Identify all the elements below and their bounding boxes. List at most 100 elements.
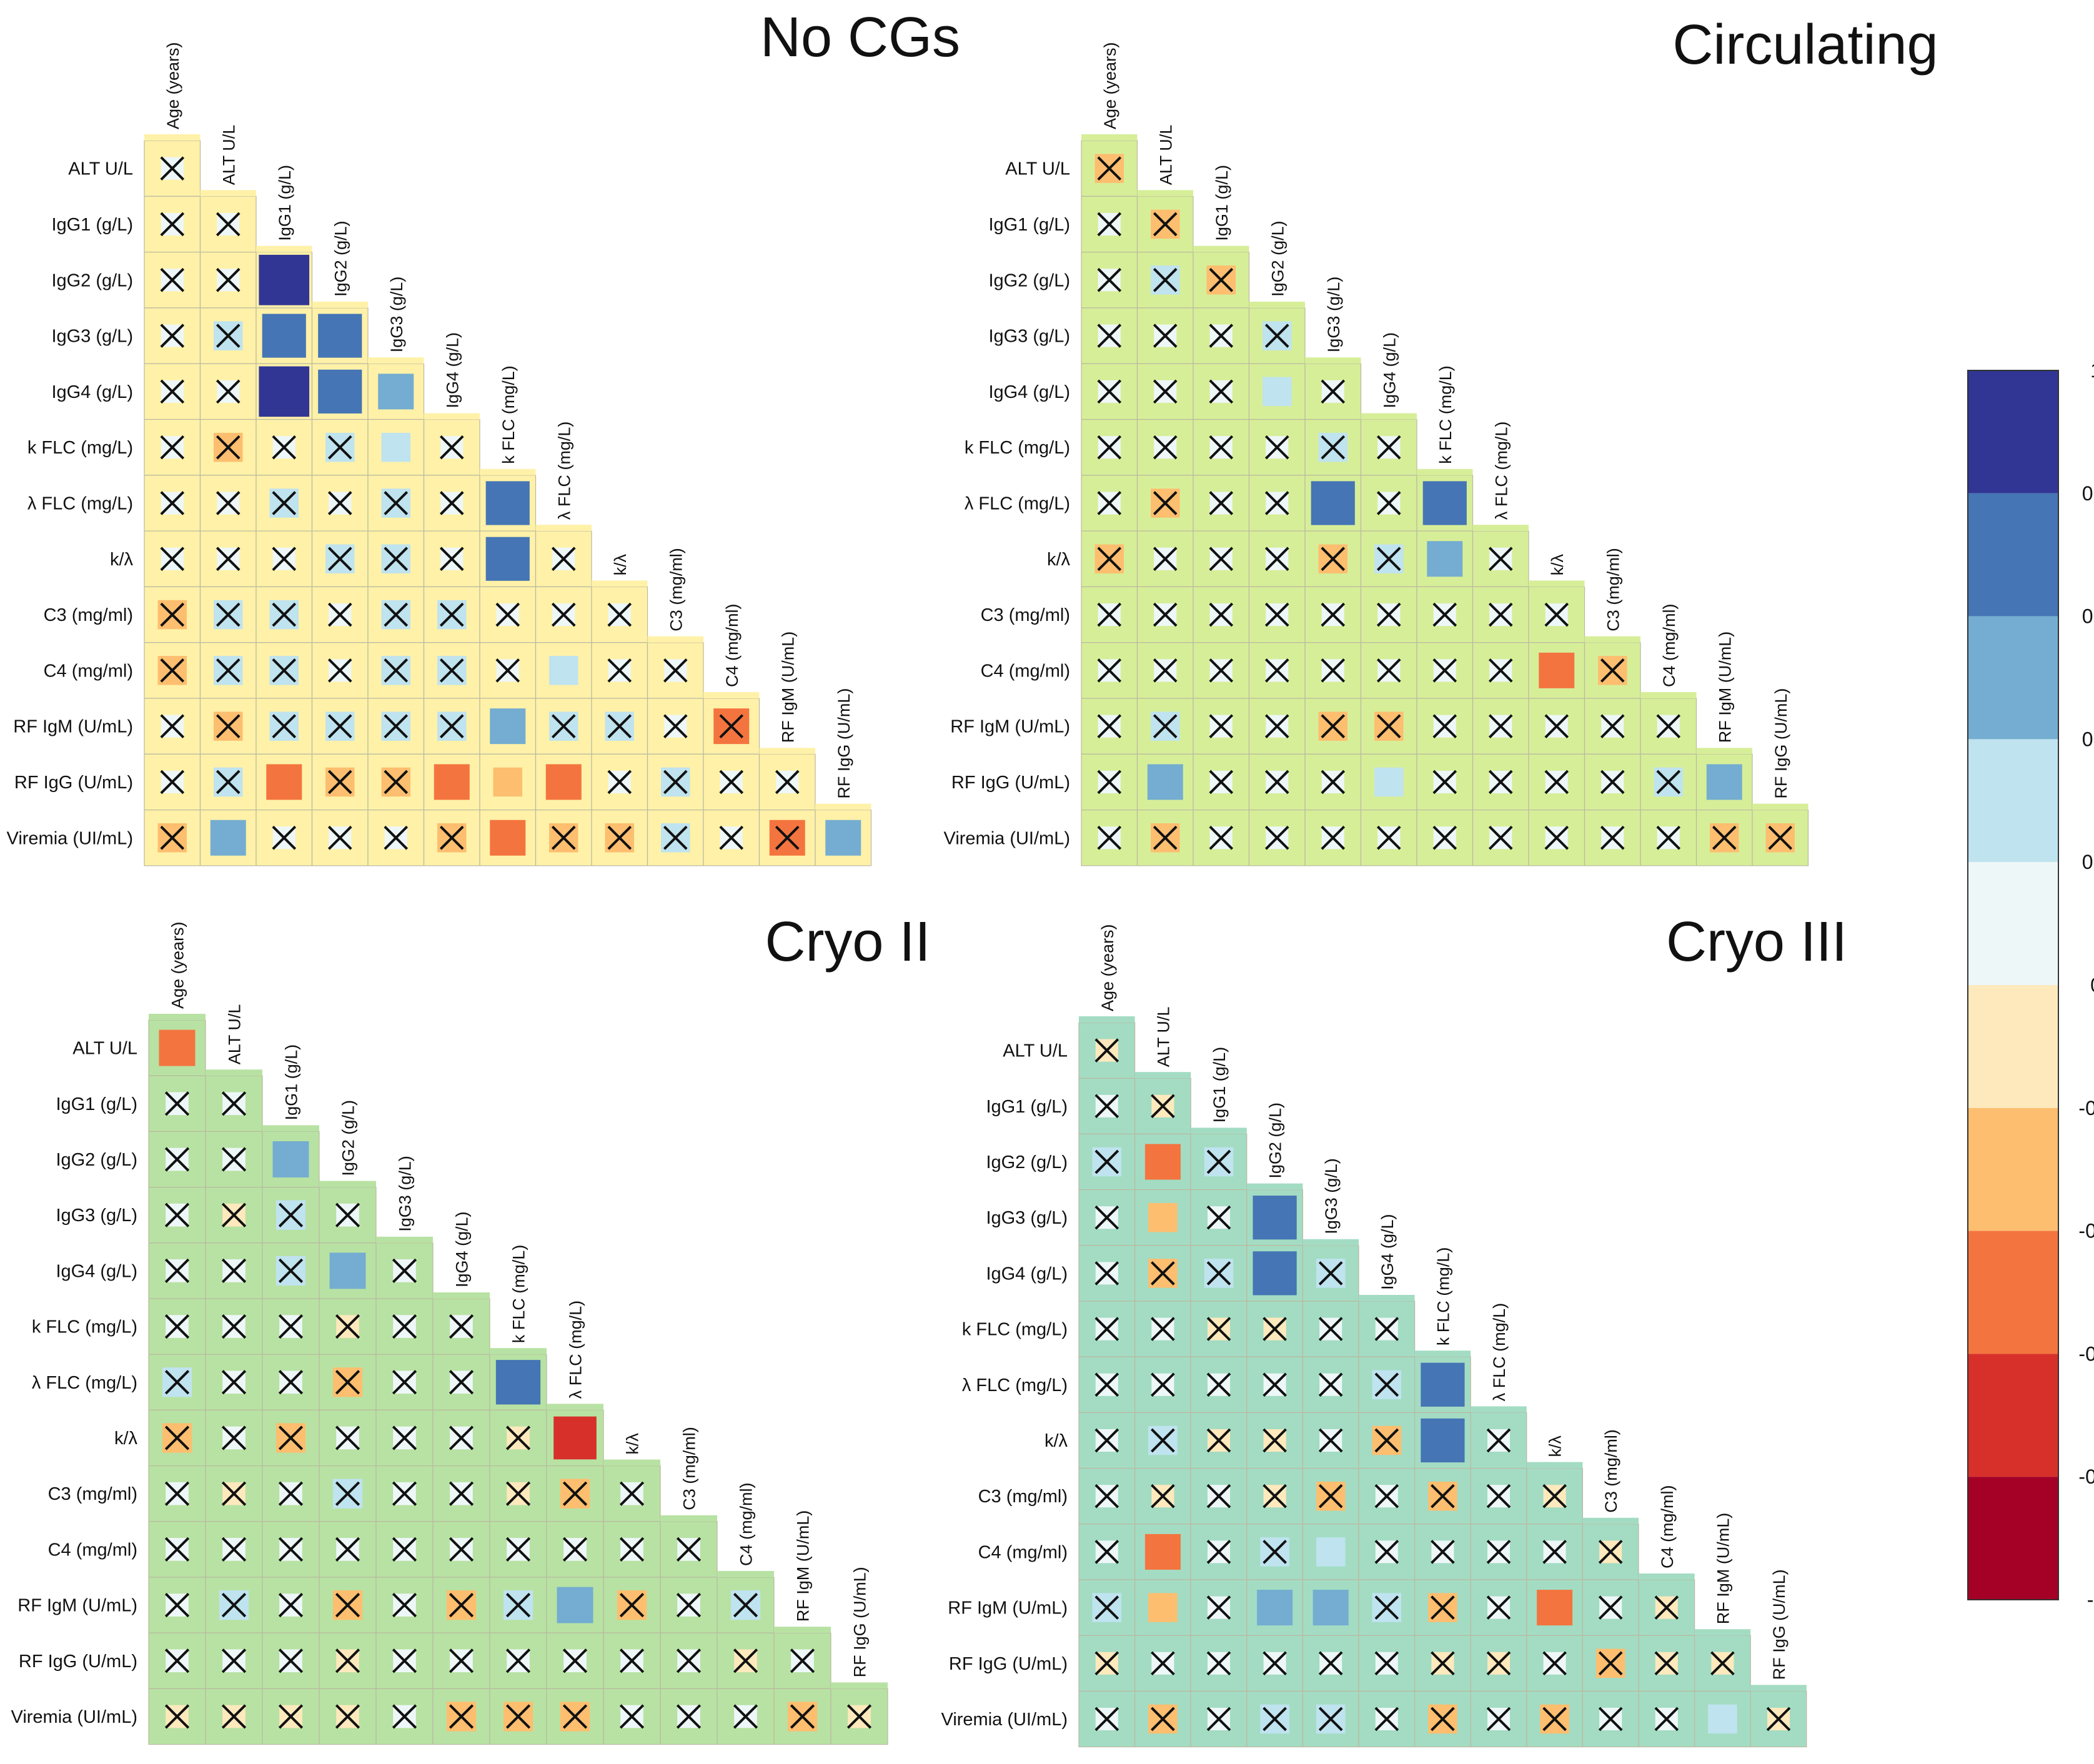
nonsignificant-cross: [1321, 435, 1346, 460]
row-label: C3 (mg/ml): [44, 605, 133, 625]
nonsignificant-cross: [221, 1258, 247, 1284]
nonsignificant-cross: [551, 714, 576, 738]
nonsignificant-cross: [619, 1648, 645, 1673]
heatmap-no-cgs: ALT U/L IgG1 (g/L) IgG2 (g/L) IgG3 (g/L) IgG…: [7, 42, 872, 866]
nonsignificant-cross: [619, 1537, 645, 1562]
row-label: k FLC (mg/L): [965, 438, 1070, 458]
nonsignificant-cross: [278, 1314, 304, 1339]
nonsignificant-cross: [216, 658, 241, 683]
diagonal-ledge: [1696, 748, 1752, 755]
cell-background: [1582, 1524, 1639, 1580]
diagonal-ledge: [547, 1404, 603, 1410]
nonsignificant-cross: [221, 1202, 247, 1227]
diagonal-ledge: [831, 1682, 888, 1689]
row-label: λ FLC (mg/L): [27, 493, 133, 513]
cell-background: [647, 698, 704, 755]
nonsignificant-cross: [272, 602, 297, 627]
diagonal-ledge: [1079, 1016, 1135, 1023]
diagonal-ledge: [647, 636, 703, 643]
nonsignificant-cross: [1094, 1651, 1119, 1676]
nonsignificant-cross: [384, 602, 409, 627]
row-label: IgG3 (g/L): [986, 1208, 1068, 1228]
diagonal-ledge: [1246, 1183, 1303, 1190]
correlation-square: [557, 1587, 593, 1623]
diagonal-ledge: [1081, 134, 1138, 141]
nonsignificant-cross: [1318, 1484, 1343, 1509]
row-label: IgG1 (g/L): [51, 215, 133, 235]
nonsignificant-cross: [733, 1592, 758, 1618]
row-label: RF IgG (U/mL): [14, 773, 133, 793]
nonsignificant-cross: [1431, 1540, 1455, 1564]
nonsignificant-cross: [1094, 1540, 1119, 1564]
row-label: IgG3 (g/L): [51, 327, 133, 347]
nonsignificant-cross: [1376, 825, 1401, 850]
row-label: k/λ: [1045, 1431, 1068, 1451]
nonsignificant-cross: [1318, 1651, 1343, 1676]
cell-background: [1472, 753, 1529, 811]
nonsignificant-cross: [1432, 825, 1457, 850]
correlation-square: [1374, 767, 1404, 797]
nonsignificant-cross: [1151, 1372, 1175, 1397]
nonsignificant-cross: [221, 1147, 247, 1172]
correlation-square: [318, 314, 362, 358]
row-label: ALT U/L: [1005, 159, 1070, 179]
nonsignificant-cross: [1209, 770, 1234, 795]
row-label: IgG4 (g/L): [51, 382, 133, 402]
row-label: ALT U/L: [1003, 1041, 1068, 1061]
diagonal-ledge: [1472, 525, 1529, 532]
nonsignificant-cross: [1544, 714, 1569, 738]
nonsignificant-cross: [1656, 714, 1681, 738]
colorbar-tick-label: -0.2: [2078, 1097, 2094, 1119]
row-label: C3 (mg/ml): [981, 605, 1070, 625]
column-label: k/λ: [611, 553, 630, 575]
correlation-square: [485, 481, 530, 525]
nonsignificant-cross: [1209, 714, 1234, 738]
nonsignificant-cross: [1153, 379, 1178, 404]
correlation-square: [1257, 1590, 1293, 1626]
nonsignificant-cross: [1431, 1484, 1455, 1509]
row-label: k FLC (mg/L): [27, 438, 133, 458]
correlation-square: [1422, 481, 1467, 525]
nonsignificant-cross: [1432, 770, 1457, 795]
nonsignificant-cross: [164, 1147, 190, 1172]
nonsignificant-cross: [384, 770, 409, 795]
column-label: IgG2 (g/L): [331, 220, 350, 297]
nonsignificant-cross: [1209, 602, 1234, 627]
nonsignificant-cross: [607, 714, 632, 738]
nonsignificant-cross: [1151, 1651, 1175, 1676]
nonsignificant-cross: [164, 1648, 190, 1673]
colorbar-bin: [1968, 616, 2058, 740]
nonsignificant-cross: [1710, 1651, 1735, 1676]
nonsignificant-cross: [1206, 1317, 1231, 1341]
nonsignificant-cross: [1264, 602, 1289, 627]
row-label: k/λ: [110, 550, 134, 570]
colorbar-tick-label: -0.6: [2078, 1342, 2094, 1365]
correlation-square: [1537, 1590, 1573, 1626]
correlation-square: [485, 537, 530, 581]
nonsignificant-cross: [1600, 658, 1625, 683]
nonsignificant-cross: [449, 1370, 474, 1395]
diagonal-ledge: [1137, 190, 1193, 197]
diagonal-ledge: [815, 803, 871, 810]
diagonal-ledge: [312, 301, 368, 308]
correlation-square: [266, 764, 302, 800]
nonsignificant-cross: [1153, 212, 1178, 237]
row-label: k/λ: [114, 1429, 138, 1449]
column-label: IgG4 (g/L): [1380, 332, 1399, 409]
row-label: C4 (mg/ml): [978, 1542, 1068, 1562]
correlation-square: [1253, 1196, 1297, 1240]
correlation-square: [825, 820, 861, 856]
nonsignificant-cross: [1431, 1707, 1455, 1732]
nonsignificant-cross: [1321, 602, 1346, 627]
nonsignificant-cross: [439, 825, 464, 850]
diagonal-ledge: [144, 134, 201, 141]
correlation-square: [329, 1252, 366, 1289]
nonsignificant-cross: [663, 714, 688, 738]
diagonal-ledge: [759, 748, 815, 755]
nonsignificant-cross: [1598, 1707, 1623, 1732]
column-label: ALT U/L: [1154, 1007, 1173, 1068]
nonsignificant-cross: [278, 1648, 304, 1673]
nonsignificant-cross: [164, 1258, 190, 1284]
nonsignificant-cross: [164, 1202, 190, 1227]
nonsignificant-cross: [1094, 1372, 1119, 1397]
